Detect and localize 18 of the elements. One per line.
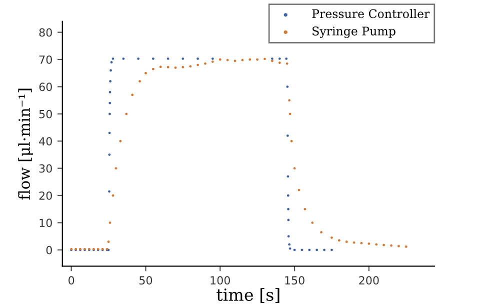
legend-label: Syringe Pump <box>312 26 396 38</box>
x-tick-label: 100 <box>210 276 230 285</box>
y-tick-label: 80 <box>39 28 52 37</box>
y-tick-label: 60 <box>39 82 52 92</box>
y-tick-label: 40 <box>39 137 52 146</box>
x-axis-title: time [s] <box>216 288 280 303</box>
x-tick-label: 0 <box>68 276 74 285</box>
y-tick-label: 70 <box>39 55 52 64</box>
y-axis-title: flow [μl·min⁻¹] <box>18 88 33 200</box>
x-tick-label: 50 <box>140 276 152 285</box>
x-tick-label: 200 <box>359 276 379 285</box>
y-tick-label: 20 <box>39 191 52 200</box>
y-tick-label: 10 <box>40 218 52 228</box>
x-tick-label: 150 <box>285 276 304 285</box>
y-tick-label: 0 <box>46 246 52 254</box>
y-tick-label: 30 <box>39 164 52 173</box>
y-tick-label: 50 <box>39 110 52 118</box>
legend-label: Pressure Controller <box>312 9 430 18</box>
